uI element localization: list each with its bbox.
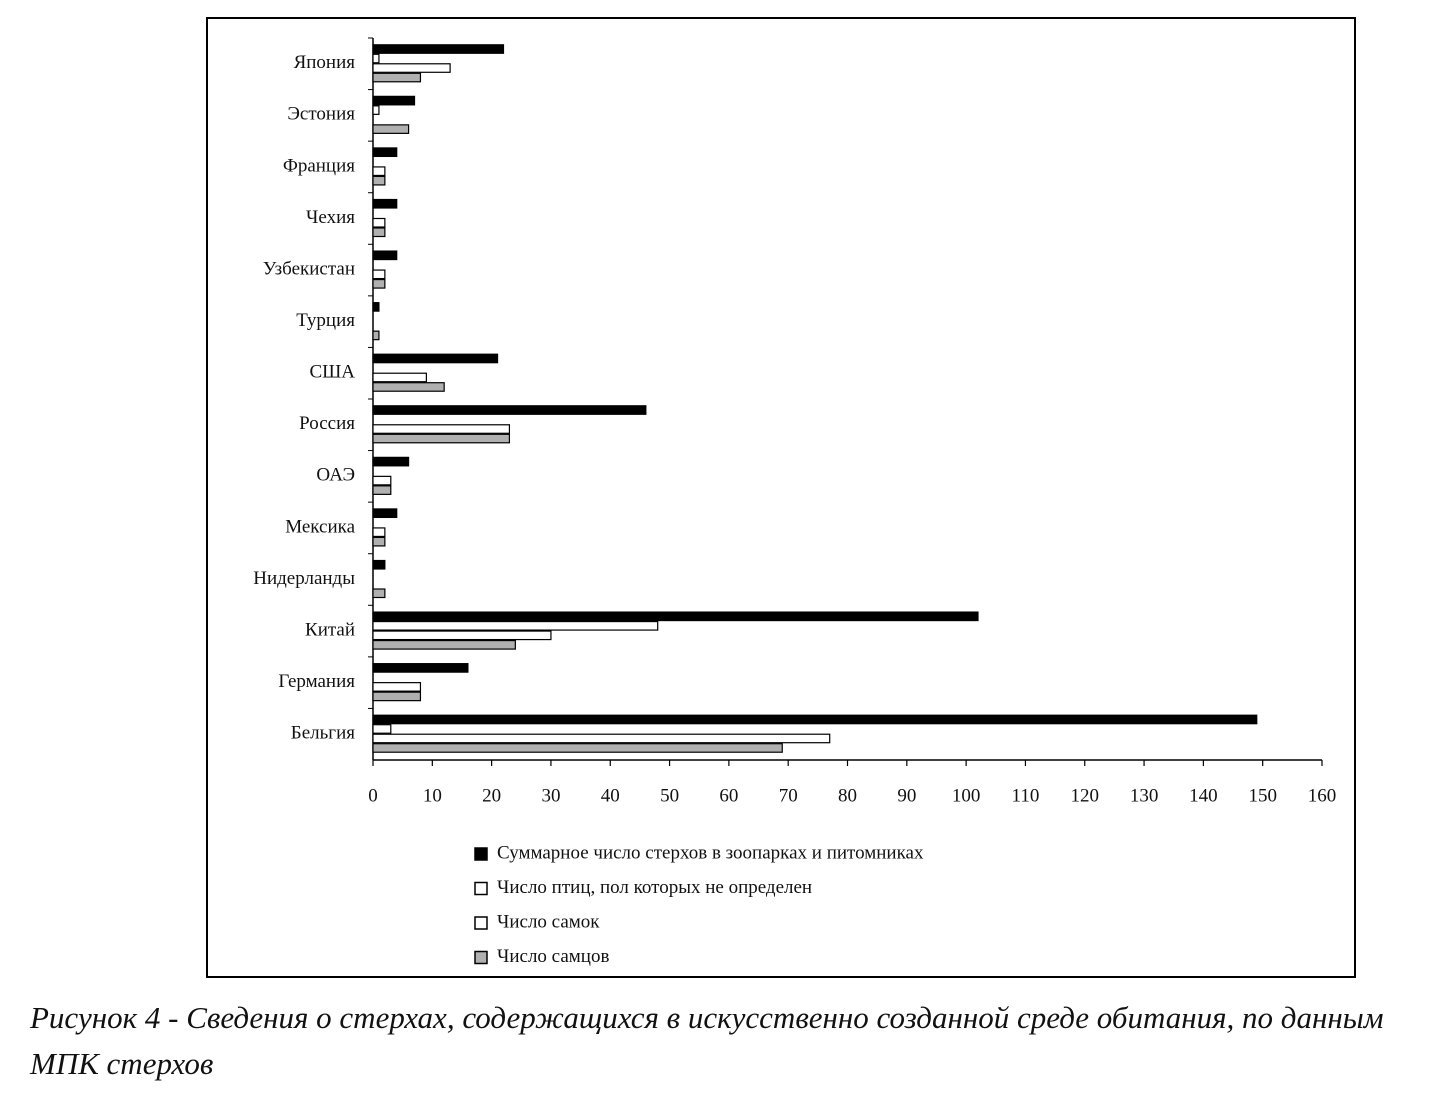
bar (372, 278, 386, 289)
y-tick-label: Япония (294, 52, 356, 73)
x-tick-label: 80 (838, 785, 857, 806)
x-tick-label: 160 (1308, 785, 1337, 806)
x-tick-label: 60 (719, 785, 738, 806)
bar (372, 559, 386, 570)
caption: Рисунок 4 - Сведения о стерхах, содержащ… (30, 1000, 1384, 1081)
x-tick-label: 20 (482, 785, 501, 806)
x-tick-label: 90 (897, 785, 916, 806)
chart: 0 10 20 30 40 50 60 70 80 90 100 110 120 130 140 150 160… (206, 17, 1356, 978)
bar (372, 620, 659, 631)
x-tick-label: 70 (779, 785, 798, 806)
bar (372, 166, 386, 177)
bar (372, 663, 469, 673)
bar (372, 639, 516, 650)
x-tick-label: 110 (1012, 785, 1040, 806)
bar (372, 372, 427, 383)
legend-label: Число птиц, пол которых не определен (497, 877, 812, 898)
bar (372, 405, 647, 415)
bar (372, 475, 392, 486)
bar (372, 733, 831, 744)
x-tick-label: 140 (1189, 785, 1218, 806)
bar (372, 124, 410, 134)
bar (372, 269, 386, 280)
bar (372, 302, 380, 312)
y-tick-label: Узбекистан (263, 258, 355, 279)
bar (372, 508, 398, 519)
bar (372, 250, 398, 261)
bar (372, 53, 380, 64)
y-tick-label: Бельгия (291, 723, 355, 744)
chart-frame (206, 17, 1356, 978)
y-tick-label: Франция (283, 155, 355, 176)
legend-swatch (474, 847, 488, 861)
x-tick-label: 10 (423, 785, 442, 806)
legend-swatch (474, 950, 488, 965)
y-tick-label: Чехия (306, 207, 355, 228)
bar (372, 382, 445, 392)
x-tick-label: 30 (541, 785, 560, 806)
bar (372, 72, 422, 83)
y-tick-label: Турция (296, 310, 355, 331)
legend-swatch (474, 881, 488, 896)
bar (372, 353, 499, 364)
y-tick-label: ОАЭ (316, 465, 355, 486)
bar (372, 630, 552, 641)
x-tick-label: 150 (1248, 785, 1277, 806)
legend-label: Суммарное число стерхов в зоопарках и пи… (497, 842, 924, 863)
bar (372, 95, 416, 106)
y-tick-label: Китай (305, 619, 355, 640)
legend-label: Число самцов (497, 946, 609, 967)
bar (372, 424, 511, 434)
y-tick-label: Эстония (287, 104, 355, 125)
bar (372, 485, 392, 495)
bar (372, 682, 422, 692)
y-tick-label: США (309, 362, 355, 383)
bar (372, 198, 398, 209)
bar (372, 743, 783, 753)
bar (372, 105, 380, 115)
x-tick-label: 120 (1071, 785, 1100, 806)
y-tick-label: Германия (278, 671, 355, 692)
bar (372, 147, 398, 158)
bar (372, 691, 422, 702)
bar (372, 611, 979, 622)
x-tick-label: 0 (368, 785, 378, 806)
bar (372, 227, 386, 238)
bar (372, 456, 410, 467)
y-tick-label: Мексика (285, 516, 355, 537)
x-tick-label: 130 (1130, 785, 1159, 806)
legend-swatch (474, 916, 488, 930)
x-tick-label: 40 (601, 785, 620, 806)
bar (372, 175, 386, 186)
bar (372, 714, 1258, 725)
bar (372, 527, 386, 538)
bar (372, 63, 451, 73)
bar (372, 433, 511, 444)
x-tick-label: 100 (952, 785, 981, 806)
x-tick-label: 50 (660, 785, 679, 806)
bar (372, 536, 386, 547)
bar (372, 588, 386, 599)
legend-label: Число самок (497, 911, 600, 932)
y-tick-label: Россия (299, 413, 355, 434)
bar (372, 44, 505, 54)
y-tick-label: Нидерланды (253, 568, 355, 589)
bar (372, 330, 380, 341)
bar (372, 217, 386, 228)
bar (372, 724, 392, 734)
